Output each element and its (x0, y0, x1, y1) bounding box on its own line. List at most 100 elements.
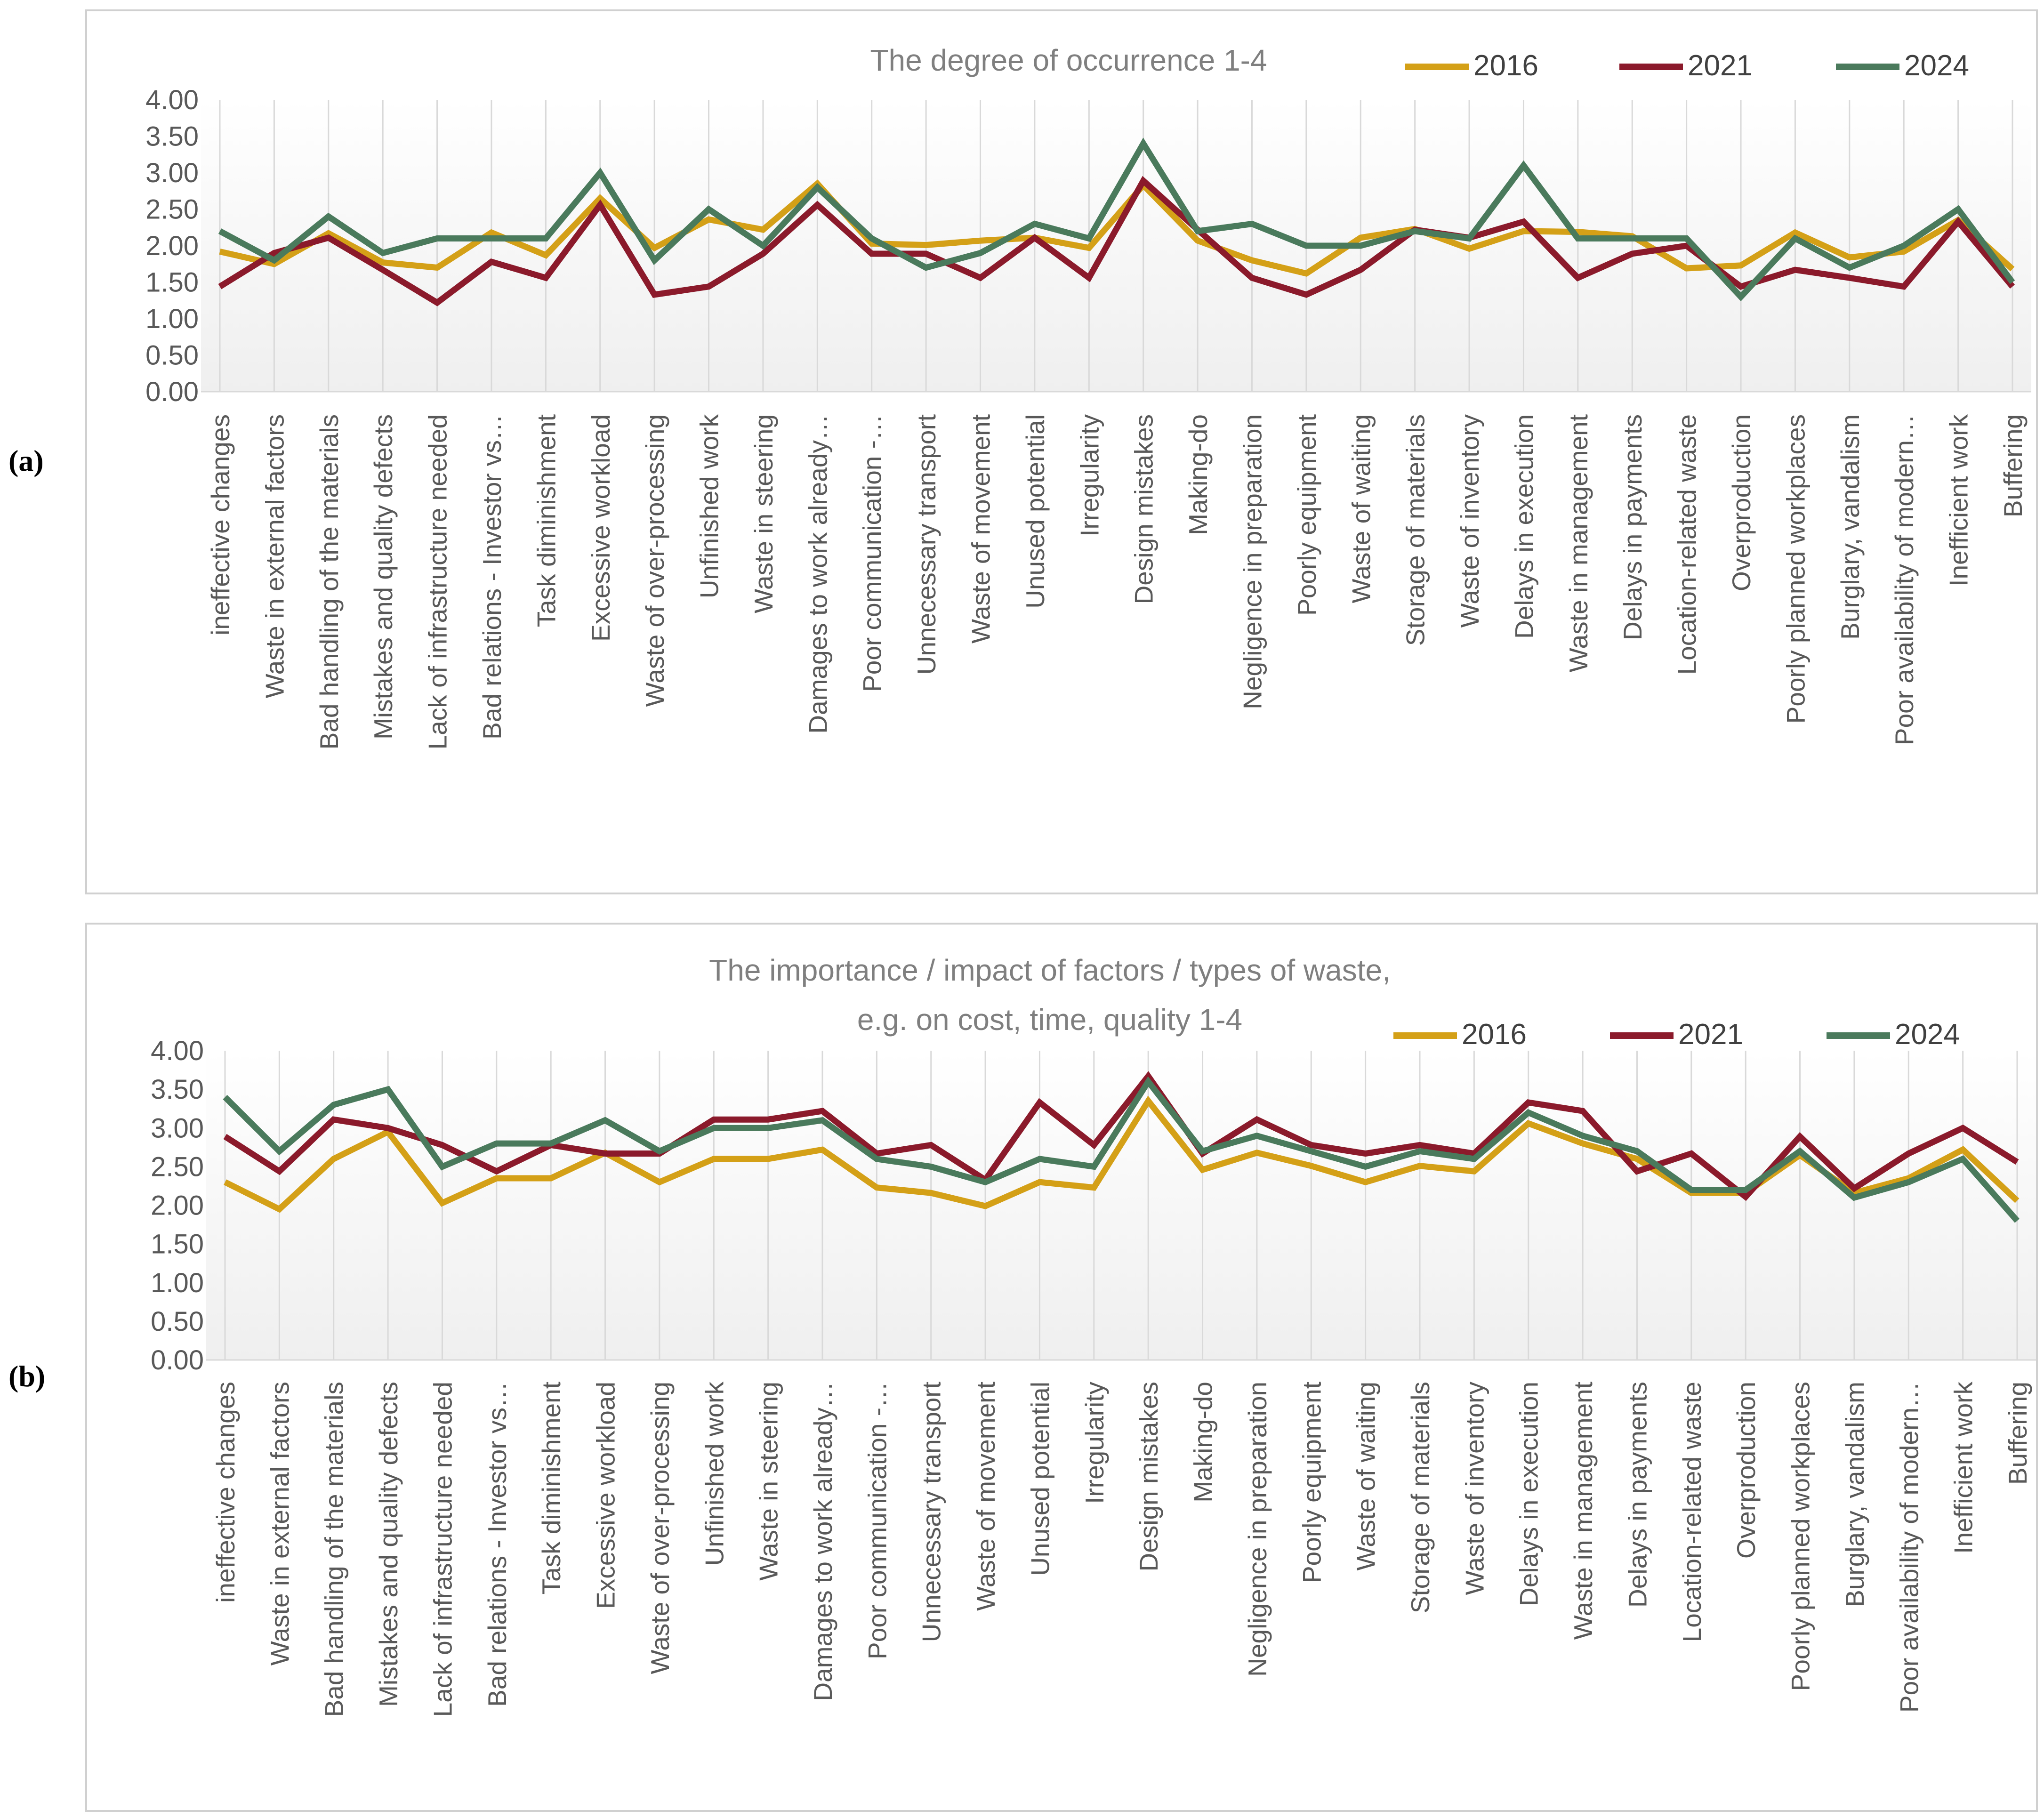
chart-a-x-tick-label: Buffering (1998, 414, 2028, 517)
chart-a-point-2024 (925, 267, 927, 269)
chart-b-point-2021 (1256, 1118, 1258, 1120)
chart-b-point-2024 (713, 1127, 715, 1129)
chart-a-y-tick-label: 0.50 (145, 340, 199, 371)
chart-a-point-2024 (328, 216, 330, 217)
chart-a-point-2021 (1522, 221, 1524, 223)
chart-b-point-2024 (1147, 1081, 1149, 1083)
chart-b-point-2021 (278, 1170, 280, 1172)
chart-a-x-tick-label: Waste in management (1564, 414, 1593, 672)
chart-b-point-2024 (1690, 1189, 1692, 1191)
chart-b-point-2024 (387, 1088, 389, 1090)
chart-a-x-tick-label: Poor availability of modern… (1890, 414, 1919, 745)
chart-a-point-2016 (545, 254, 547, 256)
chart-b-x-tick-label: Buffering (2003, 1382, 2032, 1485)
chart-a-point-2016 (1686, 267, 1688, 269)
chart-b-point-2021 (387, 1127, 389, 1129)
chart-b-x-tick-label: Waste of over-processing (645, 1382, 675, 1674)
chart-a-x-tick-label: Making-do (1183, 414, 1213, 535)
chart-a-point-2021 (1088, 277, 1090, 279)
chart-a-x-tick-label: Design mistakes (1129, 414, 1159, 604)
chart-b-x-tick-label: Burglary, vandalism (1840, 1382, 1869, 1607)
chart-b-point-2016 (1582, 1142, 1584, 1144)
chart-b-point-2021 (496, 1170, 498, 1172)
chart-a-point-2024 (1577, 238, 1579, 240)
chart-b-point-2021 (1419, 1144, 1421, 1146)
chart-b-point-2021 (876, 1152, 877, 1154)
chart-b-point-2021 (333, 1118, 335, 1120)
chart-a-y-tick-label: 1.00 (145, 304, 199, 334)
chart-a-point-2016 (599, 197, 601, 199)
chart-a-point-2024 (762, 245, 764, 247)
chart-b-x-tick-label: Unnecessary transport (917, 1382, 946, 1642)
chart-a-point-2016 (925, 244, 927, 246)
chart-b-point-2016 (876, 1187, 877, 1189)
chart-b-point-2024 (1310, 1150, 1312, 1152)
chart-b-point-2016 (441, 1202, 443, 1204)
chart-b-point-2024 (1202, 1150, 1204, 1152)
chart-a-point-2021 (1577, 277, 1579, 279)
chart-a-point-2016 (1522, 230, 1524, 232)
chart-a-point-2024 (871, 238, 873, 240)
chart-a-point-2016 (219, 250, 221, 252)
chart-b-point-2024 (333, 1104, 335, 1106)
chart-a-point-2021 (2012, 286, 2013, 288)
chart-b-x-tick-label: Poor availability of modern… (1894, 1382, 1923, 1713)
chart-a-point-2021 (1903, 286, 1905, 288)
chart-b-point-2021 (1853, 1187, 1855, 1189)
chart-a-x-tick-label: Bad handling of the materials (314, 414, 344, 749)
chart-a-title: The degree of occurrence 1-4 (870, 43, 1267, 77)
chart-b-point-2016 (1745, 1192, 1746, 1194)
chart-b-point-2021 (767, 1118, 769, 1120)
chart-b-point-2021 (1799, 1135, 1801, 1137)
chart-a-x-tick-label: Lack of infrastructure needed (423, 414, 452, 749)
chart-a-point-2021 (545, 277, 547, 279)
chart-b-point-2024 (441, 1166, 443, 1167)
chart-a-point-2021 (1360, 269, 1361, 271)
chart-b-point-2021 (1907, 1152, 1909, 1154)
chart-a-point-2021 (382, 269, 384, 271)
chart-b-x-tick-label: Bad relations - Investor vs… (483, 1382, 512, 1707)
chart-a-point-2016 (1251, 259, 1253, 261)
chart-b-point-2024 (550, 1142, 552, 1144)
chart-b-point-2021 (1690, 1152, 1692, 1154)
chart-a-x-tick-label: Unfinished work (695, 414, 724, 599)
chart-b-point-2024 (1853, 1197, 1855, 1199)
chart-b-point-2021 (1310, 1144, 1312, 1146)
chart-a-point-2021 (925, 253, 927, 255)
chart-a-x-tick-label: Waste in external factors (260, 414, 289, 698)
panel-label-a: (a) (8, 444, 44, 477)
chart-a-point-2024 (1631, 238, 1633, 240)
chart-b-point-2021 (1365, 1152, 1367, 1154)
chart-b-point-2024 (1365, 1166, 1367, 1167)
chart-b-plot-area (206, 1051, 2036, 1360)
chart-b-point-2024 (930, 1166, 932, 1167)
chart-b-point-2016 (224, 1181, 226, 1183)
chart-a-x-tick-label: Excessive workload (586, 414, 615, 642)
chart-a-point-2024 (1957, 209, 1959, 210)
chart-b-point-2016 (1907, 1177, 1909, 1179)
chart-a-x-tick-label: Mistakes and quality defects (369, 414, 398, 740)
chart-a-point-2016 (1305, 273, 1307, 274)
chart-b-point-2024 (1256, 1135, 1258, 1137)
chart-a-x-tick-label: Waste in steering (749, 414, 778, 613)
chart-b-point-2024 (659, 1150, 660, 1152)
chart-b-x-tick-label: Damages to work already… (808, 1382, 837, 1701)
chart-b-x-tick-label: Task diminishment (537, 1382, 566, 1594)
chart-b-point-2024 (224, 1096, 226, 1098)
chart-b-point-2024 (1093, 1166, 1095, 1167)
chart-a-point-2021 (1957, 221, 1959, 223)
chart-a-legend-label-2024: 2024 (1904, 49, 1969, 82)
chart-b-point-2021 (1636, 1170, 1638, 1172)
chart-b-x-tick-label: Waste of waiting (1352, 1382, 1381, 1570)
chart-a-point-2024 (1414, 230, 1416, 232)
chart-b-point-2024 (1745, 1189, 1746, 1191)
chart-a-point-2021 (1305, 294, 1307, 296)
chart-b-x-tick-label: Negligence in preparation (1243, 1382, 1272, 1677)
chart-a-point-2016 (816, 183, 818, 185)
chart-b-y-tick-label: 1.50 (151, 1229, 204, 1260)
chart-a-point-2016 (328, 233, 330, 234)
chart-b-point-2016 (1093, 1187, 1095, 1189)
chart-b-point-2024 (767, 1127, 769, 1129)
chart-a-point-2016 (1740, 265, 1742, 266)
